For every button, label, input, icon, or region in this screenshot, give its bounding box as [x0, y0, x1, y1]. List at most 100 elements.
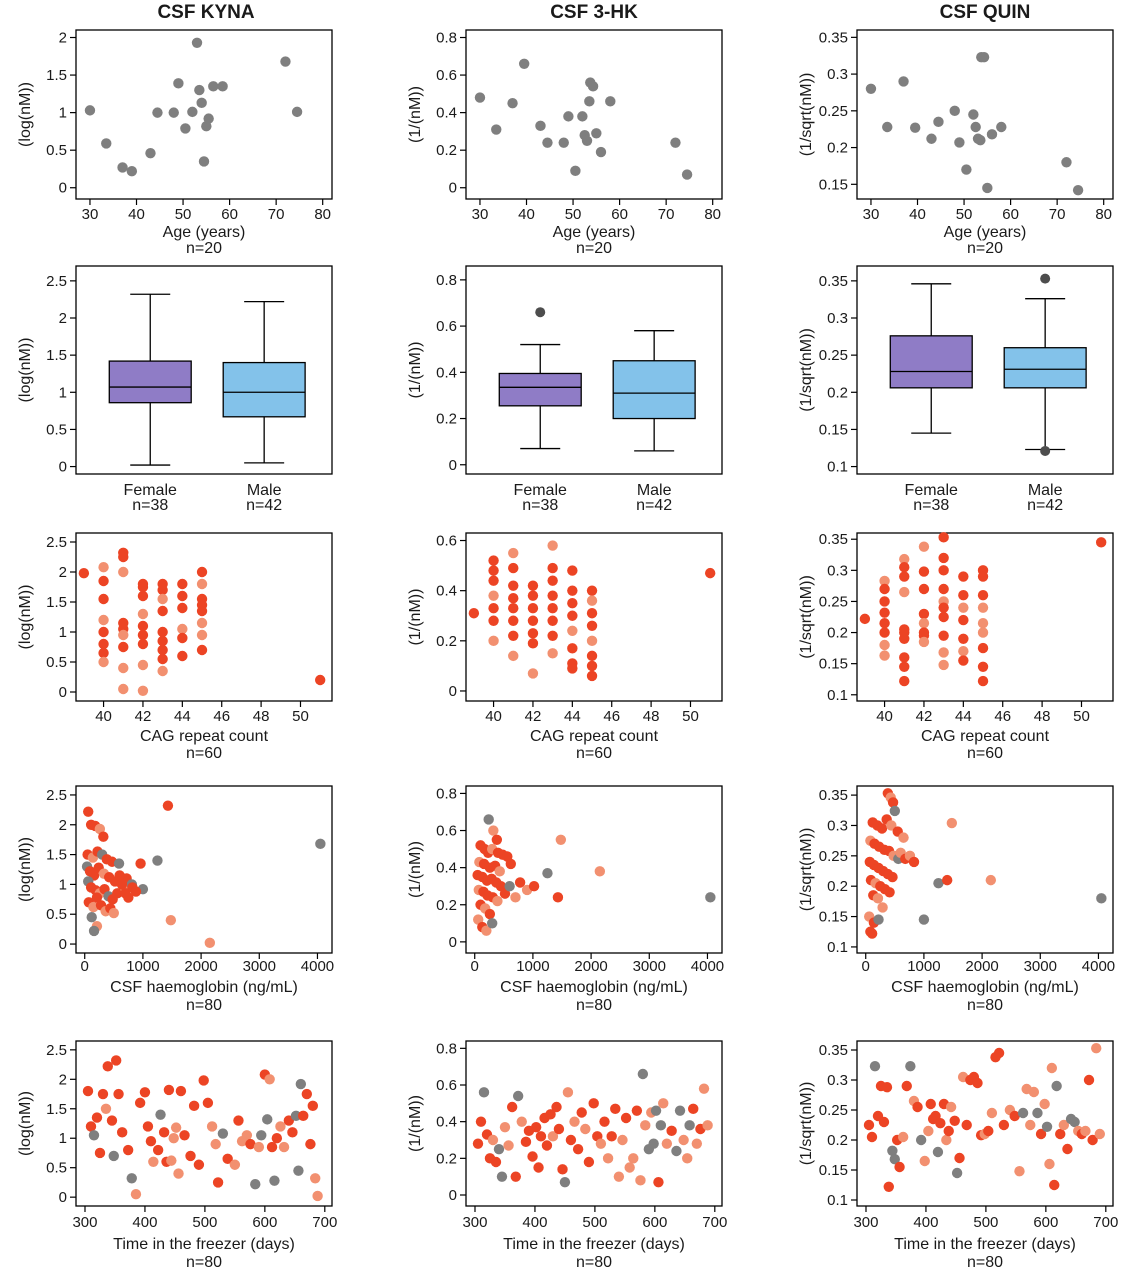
- data-point: [293, 1165, 304, 1176]
- data-point: [580, 1123, 591, 1135]
- y-tick-label: 0.2: [827, 625, 848, 642]
- data-point: [85, 1121, 97, 1132]
- data-point: [177, 578, 188, 590]
- x-tick-label: 400: [522, 1214, 547, 1231]
- y-tick-label: 2: [59, 310, 67, 327]
- data-point: [91, 892, 103, 903]
- data-point: [314, 674, 326, 686]
- data-point: [586, 608, 598, 619]
- x-axis-label: Time in the freezer (days): [503, 1236, 685, 1253]
- y-tick-label: 0.6: [436, 318, 457, 335]
- data-point: [977, 618, 989, 629]
- y-tick-label: 2.5: [46, 534, 67, 551]
- data-point: [472, 1138, 484, 1149]
- data-point: [949, 105, 960, 117]
- data-point: [478, 1087, 490, 1098]
- data-point: [583, 1156, 595, 1168]
- x-tick-label: 4000: [1082, 958, 1115, 975]
- y-tick-label: 0.2: [827, 384, 848, 401]
- column-title-3hk: CSF 3-HK: [550, 2, 638, 23]
- data-point: [946, 817, 958, 829]
- data-point: [1009, 1110, 1020, 1122]
- y-tick-label: 1.5: [46, 347, 67, 364]
- data-point: [177, 650, 188, 662]
- x-tick-label: 1000: [516, 958, 549, 975]
- data-point: [177, 632, 188, 644]
- panel-quin-sex: 0.10.150.20.250.30.35(1/sqrt(nM))Femalen…: [798, 265, 1114, 514]
- data-point: [978, 51, 990, 63]
- x-tick-label: 500: [582, 1214, 607, 1231]
- data-point: [982, 182, 993, 194]
- data-point: [899, 652, 910, 663]
- y-axis-label: (1/sqrt(nM)): [798, 1082, 815, 1166]
- y-axis-label: (1/sqrt(nM)): [798, 828, 815, 912]
- data-point: [945, 1101, 957, 1113]
- data-point: [938, 611, 949, 623]
- plot-frame: [75, 532, 333, 702]
- data-point: [1046, 1062, 1058, 1074]
- data-point: [278, 1141, 290, 1153]
- y-tick-label: 0.2: [436, 633, 457, 650]
- data-point: [101, 138, 112, 149]
- x-axis-label: CSF haemoglobin (ng/mL): [500, 979, 688, 996]
- data-point: [648, 1138, 659, 1149]
- data-point: [586, 670, 598, 682]
- x-axis-label: CAG repeat count: [530, 728, 659, 745]
- panel-kyna-cag: 0 0.5 1 1.5 2 2.5 (log(nM)) 40 42 44 46 48 50 CAG rep…: [17, 532, 333, 762]
- plot-frame: [856, 785, 1114, 954]
- y-tick-label: 1: [59, 384, 67, 401]
- data-point: [972, 1077, 983, 1089]
- y-tick-label: 2: [59, 564, 67, 581]
- x-tick-label: 80: [314, 206, 331, 223]
- data-point: [157, 665, 168, 677]
- data-point: [117, 162, 128, 173]
- y-tick-label: 0.1: [827, 1192, 848, 1209]
- data-point: [508, 615, 519, 626]
- data-point: [108, 1150, 119, 1162]
- data-point: [653, 1176, 664, 1188]
- data-point: [587, 81, 599, 92]
- plot-frame: [856, 29, 1114, 200]
- x-tick-label: 60: [221, 206, 238, 223]
- data-point: [932, 1146, 944, 1158]
- data-point: [1094, 1128, 1106, 1140]
- data-point: [926, 133, 937, 144]
- data-point: [1096, 893, 1107, 904]
- data-point: [918, 566, 930, 577]
- data-point: [493, 1143, 505, 1155]
- data-point: [872, 893, 884, 904]
- data-point: [126, 1173, 137, 1184]
- data-point: [919, 1155, 930, 1167]
- iqr-box: [222, 361, 306, 418]
- data-point: [102, 1061, 113, 1072]
- data-point: [933, 116, 944, 128]
- x-tick-label: 400: [913, 1214, 938, 1231]
- data-point: [98, 831, 109, 842]
- plot-frame: [75, 1040, 333, 1207]
- x-tick-label: 44: [174, 708, 191, 725]
- data-point: [253, 1141, 265, 1153]
- y-tick-label: 1.5: [46, 847, 67, 864]
- data-point: [887, 871, 898, 883]
- y-tick-label: 0: [59, 684, 67, 701]
- data-point: [198, 156, 210, 167]
- x-tick-label: 2000: [574, 958, 607, 975]
- n-label: n=80: [967, 997, 1003, 1014]
- data-point: [179, 1130, 190, 1141]
- data-point: [271, 1133, 283, 1144]
- y-tick-label: 0.25: [819, 1102, 848, 1119]
- x-tick-label: 1000: [126, 958, 159, 975]
- data-point: [899, 586, 910, 598]
- data-point: [527, 580, 539, 591]
- panel-kyna-age: 0 0.5 1 1.5 2 (log(nM)) 30 40 50 60 70 80 Age (years…: [17, 29, 333, 257]
- data-point: [196, 617, 208, 629]
- data-point: [624, 1162, 635, 1173]
- data-point: [157, 605, 168, 617]
- data-point: [605, 96, 616, 107]
- data-point: [938, 630, 949, 641]
- data-point: [217, 1128, 229, 1139]
- data-point: [126, 166, 138, 177]
- data-point: [631, 1105, 643, 1116]
- y-tick-label: 0: [449, 1187, 457, 1204]
